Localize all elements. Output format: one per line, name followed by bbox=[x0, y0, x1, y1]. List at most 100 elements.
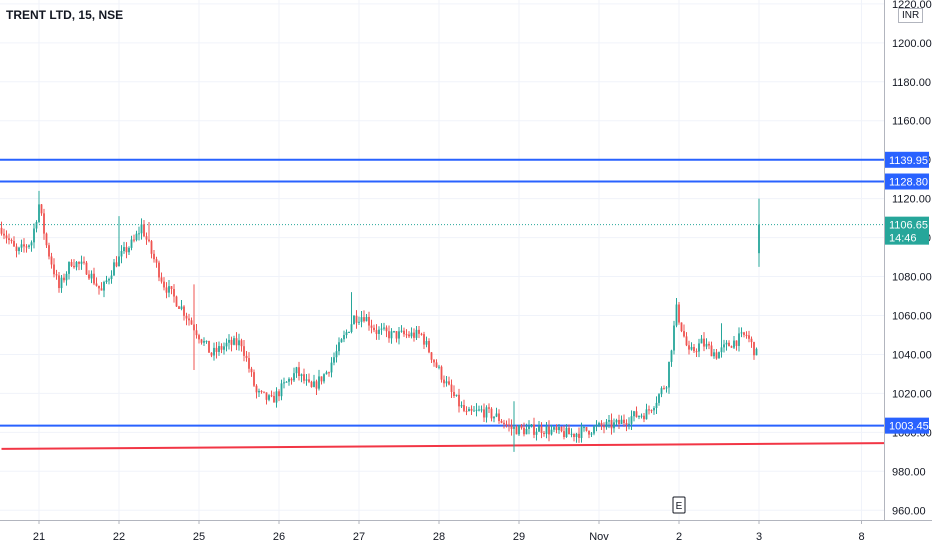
price-axis[interactable]: 960.00980.001000.001020.001040.001060.00… bbox=[884, 0, 932, 550]
candle-body bbox=[583, 427, 585, 429]
candle-body bbox=[68, 262, 70, 274]
candle-body bbox=[635, 411, 638, 418]
candle-body bbox=[238, 340, 240, 346]
candle-body bbox=[555, 427, 558, 431]
candle-body bbox=[10, 240, 13, 242]
candle-body bbox=[573, 433, 575, 438]
candle-body bbox=[448, 381, 450, 385]
candle-body bbox=[478, 409, 480, 411]
candle-body bbox=[293, 373, 295, 381]
candle-body bbox=[455, 394, 458, 397]
candle-body bbox=[498, 413, 500, 421]
candle-body bbox=[255, 385, 258, 393]
candle-body bbox=[418, 329, 420, 334]
time-axis[interactable]: 21 22 25 26 27 28 29 Nov 2 3 8 bbox=[0, 520, 932, 543]
price-label-bg bbox=[885, 173, 929, 190]
candle-body bbox=[20, 244, 23, 248]
candle-body bbox=[708, 343, 710, 346]
price-label-text: 1139.95 bbox=[889, 155, 928, 167]
candle-body bbox=[670, 350, 673, 362]
price-tick-label: 1040.00 bbox=[892, 349, 932, 361]
candle-body bbox=[145, 236, 148, 240]
candle-body bbox=[758, 224, 760, 254]
candle-body bbox=[280, 383, 283, 397]
candle-body bbox=[153, 253, 155, 260]
candle-body bbox=[520, 425, 523, 428]
candle-body bbox=[630, 416, 633, 424]
candle-body bbox=[715, 352, 718, 359]
candle-body bbox=[500, 420, 503, 423]
candle-body bbox=[585, 427, 588, 431]
candle-body bbox=[510, 425, 513, 429]
candle-body bbox=[623, 419, 625, 424]
candle-body bbox=[355, 315, 358, 323]
candle-body bbox=[578, 433, 580, 438]
candle-body bbox=[595, 425, 598, 427]
candle-body bbox=[235, 338, 238, 346]
trendline bbox=[1, 442, 885, 450]
price-label-text: 1128.80 bbox=[889, 177, 928, 189]
candle-body bbox=[553, 427, 555, 430]
candle-body bbox=[690, 346, 693, 350]
candle-body bbox=[90, 273, 93, 279]
candle-body bbox=[518, 425, 520, 435]
currency-badge[interactable]: INR bbox=[898, 8, 924, 23]
candle-body bbox=[515, 427, 518, 435]
candle-body bbox=[395, 331, 398, 339]
candle-body bbox=[748, 335, 750, 339]
candle-body bbox=[315, 381, 318, 389]
candle-body bbox=[328, 372, 330, 374]
candle-body bbox=[688, 345, 690, 350]
symbol-title: TRENT LTD, 15, NSE bbox=[6, 8, 124, 22]
candle-body bbox=[40, 204, 43, 214]
time-tick-label: 8 bbox=[858, 531, 864, 543]
candle-body bbox=[593, 426, 595, 434]
candle-body bbox=[295, 367, 298, 374]
candle-body bbox=[508, 424, 510, 426]
candle-body bbox=[228, 339, 230, 343]
candle-body bbox=[240, 340, 243, 347]
candle-body bbox=[65, 273, 68, 281]
candle-body bbox=[410, 332, 413, 337]
candle-body bbox=[590, 433, 593, 435]
time-tick-label: 26 bbox=[273, 531, 285, 543]
candle-body bbox=[350, 324, 353, 332]
candle-body bbox=[330, 362, 333, 373]
candle-body bbox=[298, 367, 300, 376]
last-price-label: 1106.65 bbox=[889, 220, 928, 232]
candle-body bbox=[268, 395, 270, 400]
candle-body bbox=[195, 330, 198, 336]
candle-body bbox=[753, 342, 755, 356]
candle-body bbox=[490, 408, 493, 419]
candle-body bbox=[393, 331, 395, 333]
candle-body bbox=[465, 410, 468, 412]
candle-body bbox=[258, 390, 260, 393]
candle-body bbox=[278, 391, 280, 397]
candle-body bbox=[110, 275, 113, 280]
candle-body bbox=[88, 274, 90, 279]
candle-body bbox=[405, 334, 408, 336]
candle-body bbox=[470, 408, 473, 411]
candle-body bbox=[625, 423, 628, 425]
candle-body bbox=[133, 239, 135, 241]
candle-body bbox=[580, 427, 583, 438]
candle-body bbox=[485, 407, 488, 418]
candle-body bbox=[128, 247, 130, 253]
candle-body bbox=[728, 342, 730, 347]
candle-body bbox=[568, 427, 570, 435]
price-tick-label: 1200.00 bbox=[892, 38, 932, 50]
candle-body bbox=[658, 394, 660, 403]
candle-body bbox=[308, 379, 310, 382]
candle-body bbox=[45, 233, 48, 246]
candle-body bbox=[103, 282, 105, 291]
candle-body bbox=[373, 327, 375, 331]
candle-body bbox=[313, 381, 315, 387]
candle-body bbox=[598, 422, 600, 426]
candle-body bbox=[243, 346, 245, 356]
candle-body bbox=[483, 409, 485, 418]
candle-body bbox=[430, 352, 433, 360]
candle-body bbox=[233, 338, 235, 345]
candle-body bbox=[398, 331, 400, 339]
